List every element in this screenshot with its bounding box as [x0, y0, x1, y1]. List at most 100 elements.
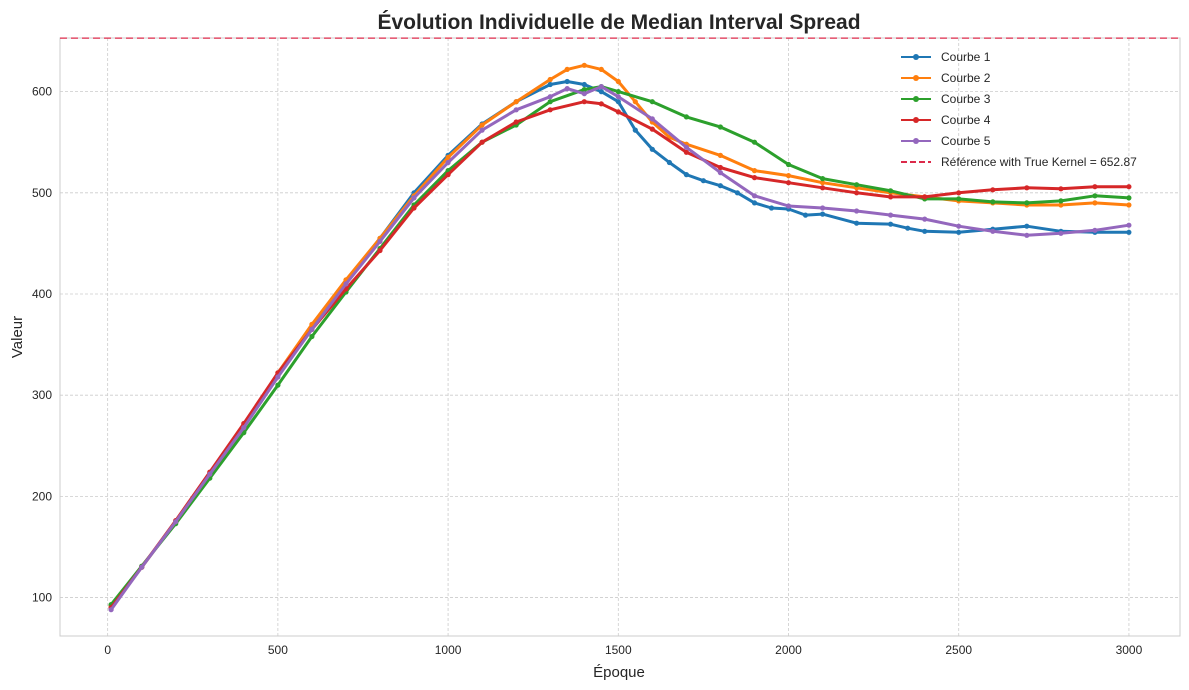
series-point	[1126, 202, 1132, 208]
series-point	[888, 194, 894, 200]
legend-marker	[913, 54, 919, 60]
x-tick-label: 1000	[435, 643, 462, 657]
series-point	[905, 225, 911, 231]
series-point	[581, 81, 587, 88]
series-point	[581, 62, 587, 68]
series-point	[139, 564, 145, 570]
series-point	[649, 116, 655, 122]
series-point	[581, 87, 587, 93]
series-point	[820, 205, 826, 211]
legend-label: Courbe 1	[941, 50, 991, 64]
y-tick-label: 100	[32, 591, 52, 605]
series-point	[1126, 195, 1132, 201]
series-point	[1058, 230, 1064, 236]
series-point	[768, 205, 775, 211]
series-point	[309, 326, 315, 332]
series-point	[717, 183, 724, 189]
series-point	[547, 81, 553, 88]
series-point	[922, 216, 928, 222]
series-point	[649, 126, 655, 132]
series-point	[751, 193, 758, 199]
series-point	[717, 164, 724, 171]
series-point	[581, 99, 587, 105]
x-tick-label: 0	[104, 643, 111, 657]
series-point	[854, 182, 860, 188]
series-point	[1058, 186, 1064, 192]
series-point	[1024, 223, 1030, 229]
series-point	[547, 76, 553, 83]
y-tick-label: 400	[32, 287, 52, 301]
series-point	[854, 190, 860, 196]
legend-label: Courbe 5	[941, 134, 991, 148]
series-point	[108, 607, 114, 613]
series-point	[990, 187, 996, 193]
y-tick-label: 500	[32, 186, 52, 200]
series-point	[615, 78, 621, 85]
series-point	[820, 180, 826, 186]
series-point	[751, 175, 758, 181]
series-point	[751, 200, 758, 206]
legend-label: Courbe 2	[941, 71, 991, 85]
series-point	[377, 238, 383, 244]
series-point	[581, 91, 587, 97]
x-tick-label: 2000	[775, 643, 802, 657]
legend-marker	[913, 138, 919, 144]
series-point	[513, 107, 519, 113]
series-point	[445, 172, 451, 178]
series-point	[922, 228, 928, 234]
series-point	[717, 170, 724, 176]
series-point	[751, 168, 758, 174]
series-line	[109, 85, 1131, 607]
series-point	[309, 333, 315, 340]
series-point	[564, 86, 570, 92]
series-point	[598, 101, 604, 107]
series-point	[990, 199, 996, 205]
y-axis-label: Valeur	[9, 316, 26, 358]
series-point	[683, 114, 690, 120]
chart-title: Évolution Individuelle de Median Interva…	[377, 11, 860, 34]
series-point	[615, 109, 621, 115]
series-point	[207, 471, 213, 477]
tick-labels: 0 500 1000 1500 2000 2500 3000 100 200 300 400 500 6…	[32, 85, 1143, 657]
legend-label: Courbe 3	[941, 92, 991, 106]
series-point	[888, 212, 894, 218]
series-point	[1024, 232, 1030, 238]
series-point	[479, 139, 485, 145]
series-point	[956, 196, 962, 202]
series-point	[751, 139, 758, 145]
series-point	[411, 195, 417, 201]
y-tick-label: 300	[32, 388, 52, 402]
x-tick-label: 1500	[605, 643, 632, 657]
series-point	[888, 221, 894, 227]
series-point	[700, 178, 707, 184]
series-point	[956, 229, 962, 235]
series-point	[1126, 229, 1132, 235]
series-point	[632, 99, 638, 105]
series-point	[1126, 222, 1132, 228]
series-point	[513, 99, 519, 105]
series-point	[615, 89, 621, 95]
series-point	[1058, 198, 1064, 204]
series-point	[513, 119, 519, 125]
series-point	[785, 161, 792, 168]
series-point	[1024, 185, 1030, 191]
series-point	[649, 99, 655, 105]
series-point	[598, 89, 604, 95]
series-point	[854, 208, 860, 214]
series-point	[888, 188, 894, 194]
series-point	[632, 127, 638, 133]
series-point	[956, 190, 962, 196]
series-point	[734, 190, 741, 196]
series-point	[275, 374, 281, 380]
series-point	[479, 122, 485, 128]
series-point	[173, 519, 179, 525]
series-lines	[108, 62, 1132, 613]
plot-area	[59, 37, 1181, 637]
series-point	[547, 94, 553, 100]
series-point	[445, 154, 451, 160]
series-point	[717, 124, 724, 130]
series-point	[1058, 202, 1064, 208]
series-point	[343, 281, 349, 287]
series-point	[377, 247, 383, 254]
legend-label: Référence with True Kernel = 652.87	[941, 155, 1137, 169]
